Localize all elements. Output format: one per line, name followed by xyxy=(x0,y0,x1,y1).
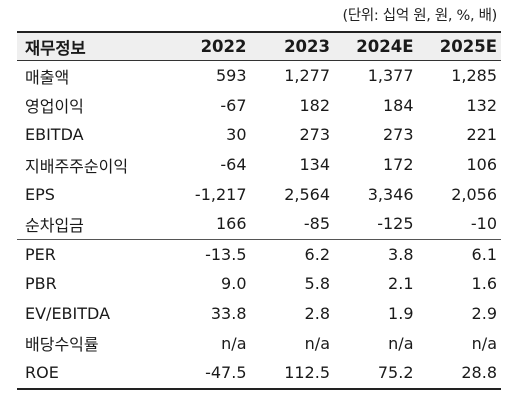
header-cell: 재무정보 xyxy=(17,31,167,61)
table-row: PER -13.5 6.2 3.8 6.1 xyxy=(17,238,501,270)
table-cell: 1.6 xyxy=(471,274,497,294)
table-cell: 2,564 xyxy=(284,184,330,204)
table-cell: 6.2 xyxy=(250,238,334,270)
table-cell: 28.8 xyxy=(417,357,501,390)
table-cell: n/a xyxy=(388,333,414,353)
table-cell: 593 xyxy=(215,66,247,86)
table-row: EBITDA 30 273 273 221 xyxy=(17,120,501,150)
header-cell: 2025E xyxy=(417,31,501,61)
table-cell: 184 xyxy=(382,95,414,115)
table-row: 지배주주순이익 -64 134 172 106 xyxy=(17,150,501,180)
row-label: EV/EBITDA xyxy=(25,304,111,324)
table-cell: -125 xyxy=(377,214,414,234)
row-label: EBITDA xyxy=(25,125,84,145)
financial-table: 재무정보 2022 2023 2024E 2025E 매출액 593 1,277… xyxy=(17,31,501,390)
table-cell: 1,377 xyxy=(367,66,414,86)
table-cell: n/a xyxy=(471,333,497,353)
table-cell: 75.2 xyxy=(334,357,418,390)
row-label: EPS xyxy=(25,184,55,204)
table-cell: -47.5 xyxy=(167,357,251,390)
table-row: 매출액 593 1,277 1,377 1,285 xyxy=(17,61,501,91)
table-cell: 33.8 xyxy=(210,304,247,324)
table-row: EPS -1,217 2,564 3,346 2,056 xyxy=(17,179,501,209)
table-cell: -85 xyxy=(303,214,330,234)
table-cell: 1,277 xyxy=(284,66,330,86)
table-cell: 2.8 xyxy=(304,304,330,324)
table-cell: n/a xyxy=(304,333,330,353)
table-row: 영업이익 -67 182 184 132 xyxy=(17,91,501,121)
table-cell: 3.8 xyxy=(334,238,418,270)
table-row: EV/EBITDA 33.8 2.8 1.9 2.9 xyxy=(17,299,501,329)
table-cell: 2.1 xyxy=(388,274,414,294)
table-cell: 273 xyxy=(382,125,414,145)
table-cell: 3,346 xyxy=(367,184,414,204)
table-cell: 5.8 xyxy=(304,274,330,294)
row-label: 지배주주순이익 xyxy=(25,156,129,176)
header-cell: 2024E xyxy=(334,31,418,61)
table-cell: 132 xyxy=(466,95,497,115)
table-cell: 134 xyxy=(299,155,330,175)
header-cell: 2022 xyxy=(167,31,251,61)
row-label: ROE xyxy=(17,357,167,390)
table-cell: -64 xyxy=(220,155,247,175)
table-cell: 1.9 xyxy=(388,304,414,324)
table-cell: -13.5 xyxy=(167,238,251,270)
table-cell: 2.9 xyxy=(471,304,497,324)
table-row: 순차입금 166 -85 -125 -10 xyxy=(17,209,501,239)
table-cell: 182 xyxy=(299,95,330,115)
table-row: PBR 9.0 5.8 2.1 1.6 xyxy=(17,269,501,299)
row-label: 순차입금 xyxy=(25,215,84,235)
row-label: 영업이익 xyxy=(25,97,84,117)
table-row: ROE -47.5 112.5 75.2 28.8 xyxy=(17,357,501,390)
table-cell: n/a xyxy=(221,333,247,353)
header-cell: 2023 xyxy=(250,31,334,61)
row-label: PER xyxy=(17,238,167,270)
table-cell: -10 xyxy=(470,214,497,234)
table-cell: -1,217 xyxy=(194,184,247,204)
unit-note: (단위: 십억 원, 원, %, 배) xyxy=(342,8,497,24)
table-row: 배당수익률 n/a n/a n/a n/a xyxy=(17,328,501,358)
table-cell: 2,056 xyxy=(451,184,497,204)
row-label: 매출액 xyxy=(25,67,70,87)
table-cell: 30 xyxy=(226,125,247,145)
table-cell: 172 xyxy=(382,155,414,175)
table-cell: 273 xyxy=(299,125,330,145)
table-cell: 9.0 xyxy=(221,274,247,294)
table-cell: 112.5 xyxy=(250,357,334,390)
row-label: PBR xyxy=(25,274,57,294)
table-cell: 6.1 xyxy=(417,238,501,270)
table-cell: 166 xyxy=(215,214,247,234)
row-label: 배당수익률 xyxy=(25,335,99,355)
table-cell: 1,285 xyxy=(451,66,497,86)
table-cell: -67 xyxy=(220,95,247,115)
table-cell: 106 xyxy=(466,155,497,175)
table-header-row: 재무정보 2022 2023 2024E 2025E xyxy=(17,31,501,61)
table-cell: 221 xyxy=(466,125,497,145)
